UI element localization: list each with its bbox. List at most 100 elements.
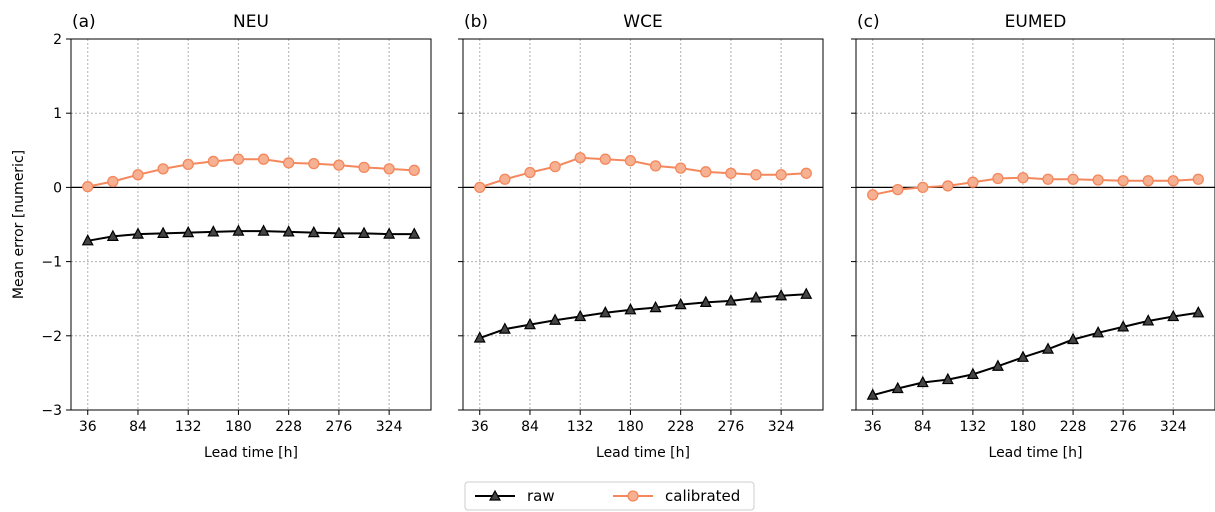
legend-box [464,481,755,511]
legend: raw calibrated [464,481,755,511]
panel-c-raw-point-10 [1117,320,1130,332]
panel-c-raw-point-4 [966,367,979,379]
panel-c-series [866,172,1205,400]
panel-b-series [473,152,813,343]
panel-a-ytick-label-3: 0 [53,180,62,196]
panel-b-calibrated-point-13 [800,167,812,179]
panel-b-calibrated-point-7 [649,160,662,172]
panel-c-calibrated-point-9 [1092,174,1104,186]
panel-b-calibrated-point-11 [750,169,762,181]
panel-b-xtick-label-1: 84 [521,419,539,435]
panel-a-calibrated-point-8 [283,157,295,169]
panel-a-xtick-label-1: 84 [129,419,147,435]
panel-a-raw-point-0 [81,234,94,246]
panel-c-xlabel: Lead time [h] [989,445,1083,461]
panel-a-calibrated-point-5 [207,155,219,168]
panel-c-raw-point-1 [891,381,904,394]
panel-a-raw-point-1 [106,229,119,241]
panel-a-calibrated-point-2 [132,169,144,181]
panel-a-raw-line [87,230,415,242]
panel-a-calibrated-point-1 [107,175,119,188]
panel-c-calibrated-point-8 [1067,173,1079,185]
panel-c-calibrated-point-0 [867,189,879,201]
panel-c-xtick-label-0: 36 [864,419,882,435]
panel-a-xtick-label-3: 180 [225,419,252,435]
panel-b-xtick-label-3: 180 [617,419,644,435]
panel-a-calibrated-point-7 [257,153,270,165]
panel-b-raw-point-4 [574,309,587,322]
panel-a-ytick-label-4: 1 [53,106,62,122]
panel-a-raw-point-12 [383,227,396,239]
panel-a-calibrated-point-0 [82,181,94,193]
panel-b-raw-point-0 [473,331,486,343]
panel-b-raw-point-9 [699,295,712,308]
panel-a-ylabel: Mean error [numeric] [11,150,27,299]
panel-c-ticks: 36 84 132 180 228 276 324 [851,38,1187,435]
panel-b-raw-point-8 [674,297,687,310]
panel-a-frame [70,38,432,411]
panel-a-calibrated-point-3 [157,163,169,175]
panel-c-calibrated-point-11 [1142,175,1154,187]
panel-b-xtick-label-6: 324 [768,419,795,435]
panel-a-raw-point-4 [182,225,195,238]
panel-b-raw-point-3 [549,313,562,325]
panel-c-calibrated-point-5 [992,172,1004,185]
panel-a-xlabel: Lead time [h] [204,445,298,461]
legend-raw-label: raw [527,487,555,505]
panel-c-calibrated-point-13 [1192,173,1204,185]
panel-a-raw-point-3 [157,226,170,239]
panel-a-series [81,153,421,246]
panel-c-raw-point-5 [991,359,1004,371]
panel-b-calibrated-point-0 [474,181,486,194]
panel-b-title: WCE [623,12,662,32]
panel-b-raw-point-6 [624,303,637,315]
panel-c-raw-point-0 [866,388,879,400]
panel-b-calibrated-point-5 [599,153,611,165]
panel-c-calibrated-point-2 [917,181,929,194]
panel-b-xtick-label-0: 36 [471,419,489,435]
panel-c-raw-point-11 [1142,314,1155,326]
panel-c-calibrated-point-7 [1042,173,1054,185]
panel-a-raw-point-13 [408,227,421,239]
panel-b-raw-point-10 [724,294,737,306]
panel-a-ytick-label-5: 2 [53,32,62,48]
panel-b-raw-point-5 [599,306,612,318]
panel-a-calibrated-point-11 [358,161,370,174]
panel-a-calibrated-point-6 [232,153,245,165]
panel-c-calibrated-point-4 [967,176,979,188]
panel-b-letter: (b) [464,12,488,32]
panel-a-letter: (a) [72,12,96,32]
panel-a-raw-point-10 [332,226,345,239]
panel-c-raw-point-9 [1092,326,1105,338]
panel-c-raw-point-8 [1067,332,1080,345]
panel-a-raw-point-6 [232,224,245,236]
panel-b-calibrated-point-8 [675,162,687,174]
panel-b-ticks: 36 84 132 180 228 276 324 [458,38,795,435]
panel-c-title: EUMED [1005,12,1067,32]
panel-a-raw-point-2 [131,227,144,239]
panel-c-calibrated-point-12 [1167,175,1179,187]
panel-c-calibrated-point-1 [892,183,904,196]
panel-b-calibrated-point-2 [524,166,536,179]
panel-a-ytick-label-1: −2 [41,329,62,345]
panel-c-xtick-label-4: 228 [1060,419,1087,435]
panel-a-raw-point-8 [282,225,295,237]
panel-a-raw-point-7 [257,224,270,236]
panel-b-xlabel: Lead time [h] [596,445,690,461]
panel-a-title: NEU [233,12,269,32]
panel-a-grid [71,38,431,411]
panel-c-xtick-label-1: 84 [914,419,932,435]
panel-b-raw-point-1 [498,322,511,334]
panel-c-calibrated-point-3 [942,180,954,192]
panel-b-frame [462,38,824,411]
panel-a-calibrated-point-12 [383,163,395,175]
panel-a-xtick-label-6: 324 [376,419,403,435]
panel-a-ytick-label-0: −3 [41,403,62,419]
panel-b-calibrated-point-9 [700,166,712,178]
panel-a-raw-point-11 [358,226,371,239]
panel-c-raw-point-2 [916,375,929,388]
panel-c-calibrated-point-6 [1017,172,1029,184]
legend-raw-marker [488,489,502,501]
panel-c-raw-line [872,311,1199,397]
